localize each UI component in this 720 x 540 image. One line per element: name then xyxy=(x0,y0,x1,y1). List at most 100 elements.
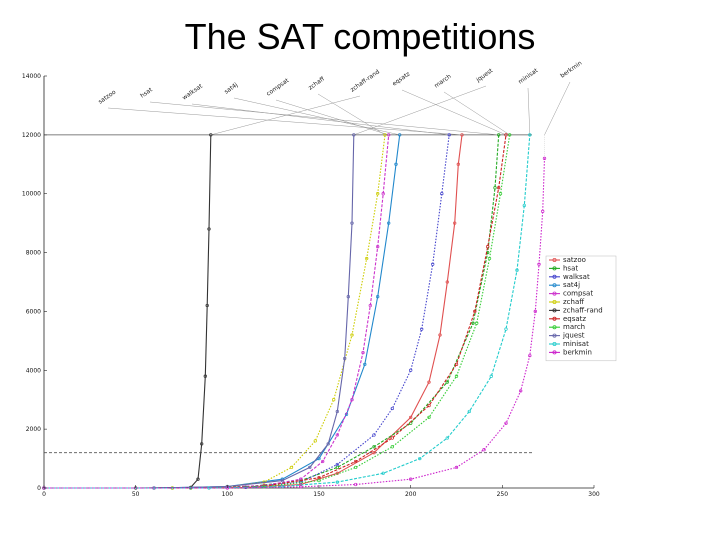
point-sat4j-7 xyxy=(376,295,380,299)
point-minisat-11 xyxy=(522,203,526,208)
solver-label-11: berkmin xyxy=(559,60,583,80)
x-tick-label-4: 200 xyxy=(405,491,417,498)
series-line-compsat xyxy=(44,134,390,489)
point-berkmin-6 xyxy=(482,448,486,452)
legend-marker-10 xyxy=(552,341,557,346)
callout-line-5 xyxy=(317,93,386,136)
solver-label-6: zchaff-rand xyxy=(349,68,381,93)
series-line-walksat xyxy=(44,134,450,489)
series-line-berkmin xyxy=(44,158,546,489)
callout-line-11 xyxy=(544,81,571,135)
legend-marker-2 xyxy=(552,274,557,279)
point-berkmin-13 xyxy=(542,156,547,161)
point-minisat-2 xyxy=(280,484,284,489)
legend-box xyxy=(545,255,617,362)
point-zchaff-7 xyxy=(350,333,354,337)
x-tick-label-5: 250 xyxy=(497,491,509,498)
legend-label-10: minisat xyxy=(563,340,589,348)
x-tick-label-0: 0 xyxy=(42,491,46,498)
callout-lines: satzoo hsat walksat sat4j compsat zchaff zchaf… xyxy=(97,60,584,159)
solver-label-3: sat4j xyxy=(223,81,239,95)
point-jquest-5 xyxy=(326,442,330,446)
point-compsat-10 xyxy=(381,192,385,196)
point-sat4j-6 xyxy=(363,362,367,367)
point-berkmin-7 xyxy=(504,421,508,425)
point-walksat-6 xyxy=(390,406,394,411)
legend-marker-3 xyxy=(552,283,557,288)
point-zchaff-5 xyxy=(313,439,317,443)
callout-line-9 xyxy=(353,85,487,136)
point-march-9 xyxy=(487,256,492,261)
legend-label-3: sat4j xyxy=(563,281,580,289)
legend-marker-11 xyxy=(552,350,557,355)
point-jquest-6 xyxy=(335,409,339,414)
callout-line-1 xyxy=(149,101,499,136)
point-walksat-5 xyxy=(372,433,376,437)
point-zchaff-9 xyxy=(376,192,380,196)
solver-label-4: compsat xyxy=(265,77,291,98)
solver-label-10: minisat xyxy=(517,67,540,86)
legend-label-11: berkmin xyxy=(563,348,592,356)
callout-line-4 xyxy=(275,99,389,136)
point-compsat-6 xyxy=(350,398,354,402)
series-line-hsat xyxy=(44,134,500,489)
point-berkmin-2 xyxy=(299,485,303,489)
x-tick-label-6: 300 xyxy=(588,491,600,498)
point-minisat-7 xyxy=(467,409,471,414)
point-compsat-8 xyxy=(368,303,372,308)
x-tick-label-3: 150 xyxy=(313,491,325,498)
point-compsat-4 xyxy=(321,459,325,464)
point-march-3 xyxy=(317,478,321,483)
legend-label-6: zchaff-rand xyxy=(563,306,603,314)
point-hsat-10 xyxy=(493,186,497,190)
point-eqsatz-11 xyxy=(504,133,508,137)
series-line-eqsatz xyxy=(44,134,507,489)
point-walksat-10 xyxy=(440,192,444,196)
point-eqsatz-6 xyxy=(427,403,431,408)
series-group xyxy=(42,133,547,490)
point-minisat-8 xyxy=(489,374,493,378)
point-minisat-10 xyxy=(515,268,519,272)
series-line-minisat xyxy=(44,134,531,489)
point-eqsatz-4 xyxy=(354,459,358,464)
point-satzoo-10 xyxy=(453,221,457,225)
point-hsat-11 xyxy=(497,133,501,137)
point-jquest-4 xyxy=(308,465,312,470)
tick-labels: 0 2000 4000 6000 8000 10000 12000 14000 0 50 100 15… xyxy=(22,73,600,498)
series-line-satzoo xyxy=(44,134,463,489)
point-satzoo-6 xyxy=(409,415,413,420)
point-satzoo-11 xyxy=(456,162,460,166)
point-sat4j-9 xyxy=(394,162,398,166)
point-jquest-9 xyxy=(350,221,354,225)
point-zchaff-rand-8 xyxy=(209,133,213,137)
point-walksat-4 xyxy=(335,462,339,467)
point-satzoo-8 xyxy=(438,333,442,337)
legend-marker-6 xyxy=(552,308,557,313)
point-compsat-11 xyxy=(387,133,391,137)
legend-marker-0 xyxy=(552,257,557,262)
solver-label-1: hsat xyxy=(139,86,154,100)
point-hsat-7 xyxy=(445,380,449,384)
point-walksat-9 xyxy=(431,262,435,266)
y-tick-label-6: 12000 xyxy=(22,132,41,139)
point-eqsatz-7 xyxy=(454,362,459,367)
y-tick-label-2: 4000 xyxy=(26,367,41,374)
point-march-10 xyxy=(498,192,503,196)
solver-label-9: jquest xyxy=(474,67,494,84)
point-minisat-4 xyxy=(381,471,385,475)
legend-label-2: walksat xyxy=(563,273,590,281)
point-hsat-8 xyxy=(471,321,475,325)
legend-label-9: jquest xyxy=(562,332,585,340)
legend-marker-9 xyxy=(552,333,557,338)
solver-label-7: eqsatz xyxy=(391,71,411,88)
point-sat4j-4 xyxy=(317,456,321,461)
legend-marker-7 xyxy=(552,316,557,321)
point-zchaff-8 xyxy=(365,256,369,261)
point-march-8 xyxy=(475,321,479,325)
legend-marker-1 xyxy=(552,266,557,271)
point-march-7 xyxy=(454,374,459,378)
point-march-6 xyxy=(427,415,431,420)
x-tick-label-2: 100 xyxy=(222,491,234,498)
legend-marker-5 xyxy=(552,299,557,304)
point-zchaff-4 xyxy=(289,465,294,470)
